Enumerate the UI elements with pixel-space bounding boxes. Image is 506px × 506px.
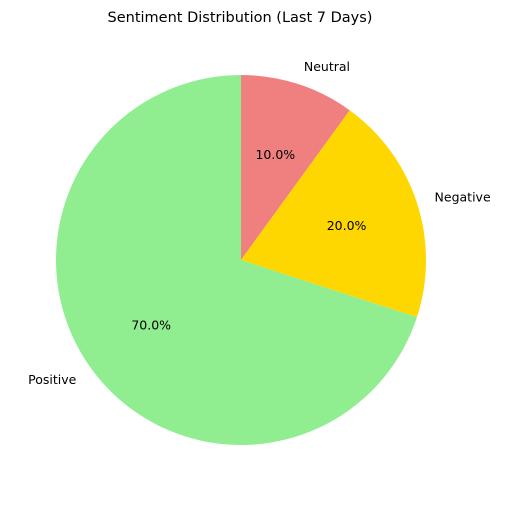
slice-percent-positive: 70.0% [131, 318, 171, 333]
pie-slice-negative [241, 110, 427, 318]
slice-percent-neutral: 10.0% [255, 147, 295, 162]
labels-group: Neutral 10.0% Negative 20.0% Positive 70.0% [28, 59, 491, 387]
slice-percent-negative: 20.0% [327, 218, 367, 233]
slice-label-positive: Positive [28, 372, 76, 387]
slice-label-negative: Negative [435, 190, 491, 205]
chart-title: Sentiment Distribution (Last 7 Days) [108, 10, 373, 26]
slices-group [56, 75, 427, 445]
slice-label-neutral: Neutral [304, 59, 350, 74]
pie-slice-neutral [241, 75, 350, 260]
pie-slice-positive [56, 75, 417, 445]
